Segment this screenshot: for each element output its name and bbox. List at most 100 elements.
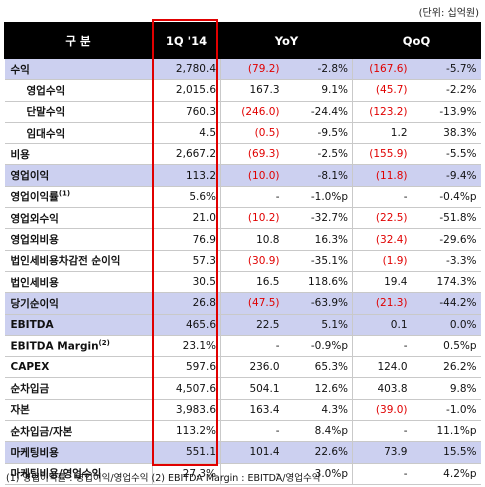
yoy-pct: -35.1% [283, 249, 353, 272]
row-label: EBITDA Margin(2) [4, 334, 153, 358]
value-1q14: 2,780.4 [152, 57, 221, 81]
table-row: 영업외비용 76.9 10.8 16.3% (32.4) -29.6% [4, 228, 481, 251]
row-label: 영업이익 [4, 164, 153, 187]
yoy-pct: -32.7% [283, 207, 353, 230]
qoq-pct: 0.5%p [411, 334, 481, 358]
yoy-change: - [220, 420, 284, 443]
header-row: 구 분 1Q '14 YoY QoQ [4, 22, 482, 59]
header-category: 구 분 [4, 22, 153, 59]
qoq-change: - [352, 185, 412, 209]
table-row: 영업수익 2,015.6 167.3 9.1% (45.7) -2.2% [4, 79, 481, 102]
value-1q14: 26.8 [152, 292, 221, 315]
qoq-change: 1.2 [352, 121, 412, 145]
row-label: 수익 [4, 57, 153, 81]
qoq-pct: 0.0% [411, 313, 481, 336]
financial-table: 구 분 1Q '14 YoY QoQ 수익 2,780.4 (79.2) -2.8%(… [4, 22, 482, 485]
value-1q14: 113.2 [152, 164, 221, 187]
qoq-change: (167.6) [352, 57, 412, 81]
yoy-pct: 5.1% [283, 313, 353, 336]
qoq-pct: -0.4%p [411, 185, 481, 209]
row-label: 영업수익 [4, 79, 153, 102]
table-row: 영업이익 113.2 (10.0) -8.1% (11.8) -9.4% [4, 164, 481, 187]
table-row: 마케팅비용/영업수익 27.3% -3.0%p -4.2%p [4, 462, 481, 485]
row-label: 영업외비용 [4, 228, 153, 251]
qoq-pct: 15.5% [411, 441, 481, 464]
row-label: 임대수익 [4, 121, 153, 145]
row-label: 단말수익 [4, 100, 153, 123]
row-label: 순차입금 [4, 377, 153, 400]
yoy-pct: -2.5% [283, 143, 353, 166]
qoq-pct: -29.6% [411, 228, 481, 251]
qoq-change: 19.4 [352, 270, 412, 294]
footnote-marker: (1) [58, 189, 71, 198]
yoy-pct: -8.1% [283, 164, 353, 187]
value-1q14: 57.3 [152, 249, 221, 272]
yoy-pct: 8.4%p [283, 420, 353, 443]
table-row: 순차입금/자본 113.2% -8.4%p -11.1%p [4, 420, 481, 443]
qoq-change: (123.2) [352, 100, 412, 123]
value-1q14: 5.6% [152, 185, 221, 209]
qoq-pct: 26.2% [411, 356, 481, 379]
yoy-change: 236.0 [220, 356, 284, 379]
row-label: 마케팅비용 [4, 441, 153, 464]
row-label: 당기순이익 [4, 292, 153, 315]
row-label: 자본 [4, 398, 153, 422]
yoy-pct: -24.4% [283, 100, 353, 123]
qoq-change: (45.7) [352, 79, 412, 102]
qoq-change: (21.3) [352, 292, 412, 315]
yoy-change: (47.5) [220, 292, 284, 315]
value-1q14: 76.9 [152, 228, 221, 251]
table-row: EBITDA Margin(2) 23.1% - -0.9%p -0.5%p [4, 334, 481, 358]
yoy-pct: -63.9% [283, 292, 353, 315]
qoq-pct: -44.2% [411, 292, 481, 315]
qoq-change: - [352, 462, 412, 485]
value-1q14: 465.6 [152, 313, 221, 336]
qoq-change: 124.0 [352, 356, 412, 379]
qoq-pct: 9.8% [411, 377, 481, 400]
value-1q14: 23.1% [152, 334, 221, 358]
qoq-change: (32.4) [352, 228, 412, 251]
yoy-pct: 9.1% [283, 79, 353, 102]
yoy-change: (79.2) [220, 57, 284, 81]
qoq-pct: 174.3% [411, 270, 481, 294]
yoy-change: 167.3 [220, 79, 284, 102]
yoy-change: - [220, 334, 284, 358]
yoy-change: 504.1 [220, 377, 284, 400]
yoy-pct: 3.0%p [283, 462, 353, 485]
row-label: 순차입금/자본 [4, 420, 153, 443]
yoy-pct: 118.6% [283, 270, 353, 294]
row-label: EBITDA [4, 313, 153, 336]
qoq-pct: -13.9% [411, 100, 481, 123]
row-label: 마케팅비용/영업수익 [4, 462, 153, 485]
yoy-change: 16.5 [220, 270, 284, 294]
table-row: 법인세비용 30.5 16.5 118.6% 19.4 174.3% [4, 270, 481, 294]
qoq-pct: -2.2% [411, 79, 481, 102]
yoy-change: 163.4 [220, 398, 284, 422]
table-row: 영업외수익 21.0 (10.2) -32.7% (22.5) -51.8% [4, 207, 481, 230]
qoq-pct: -9.4% [411, 164, 481, 187]
row-label: CAPEX [4, 356, 153, 379]
yoy-change: - [220, 462, 284, 485]
qoq-pct: -51.8% [411, 207, 481, 230]
yoy-change: (10.0) [220, 164, 284, 187]
value-1q14: 4.5 [152, 121, 221, 145]
yoy-pct: -2.8% [283, 57, 353, 81]
qoq-change: 0.1 [352, 313, 412, 336]
table-row: 법인세비용차감전 순이익 57.3 (30.9) -35.1% (1.9) -3.3% [4, 249, 481, 272]
yoy-pct: -9.5% [283, 121, 353, 145]
yoy-pct: 22.6% [283, 441, 353, 464]
qoq-pct: -5.7% [411, 57, 481, 81]
yoy-pct: -1.0%p [283, 185, 353, 209]
yoy-change: (246.0) [220, 100, 284, 123]
yoy-change: (0.5) [220, 121, 284, 145]
qoq-pct: -5.5% [411, 143, 481, 166]
value-1q14: 760.3 [152, 100, 221, 123]
value-1q14: 3,983.6 [152, 398, 221, 422]
yoy-change: 101.4 [220, 441, 284, 464]
table-row: 영업이익률(1) 5.6% - -1.0%p - -0.4%p [4, 185, 481, 209]
qoq-pct: -1.0% [411, 398, 481, 422]
unit-label: (단위: 십억원) [418, 8, 479, 19]
row-label: 비용 [4, 143, 153, 166]
qoq-pct: 38.3% [411, 121, 481, 145]
table-row: EBITDA 465.6 22.5 5.1% 0.1 0.0% [4, 313, 481, 336]
